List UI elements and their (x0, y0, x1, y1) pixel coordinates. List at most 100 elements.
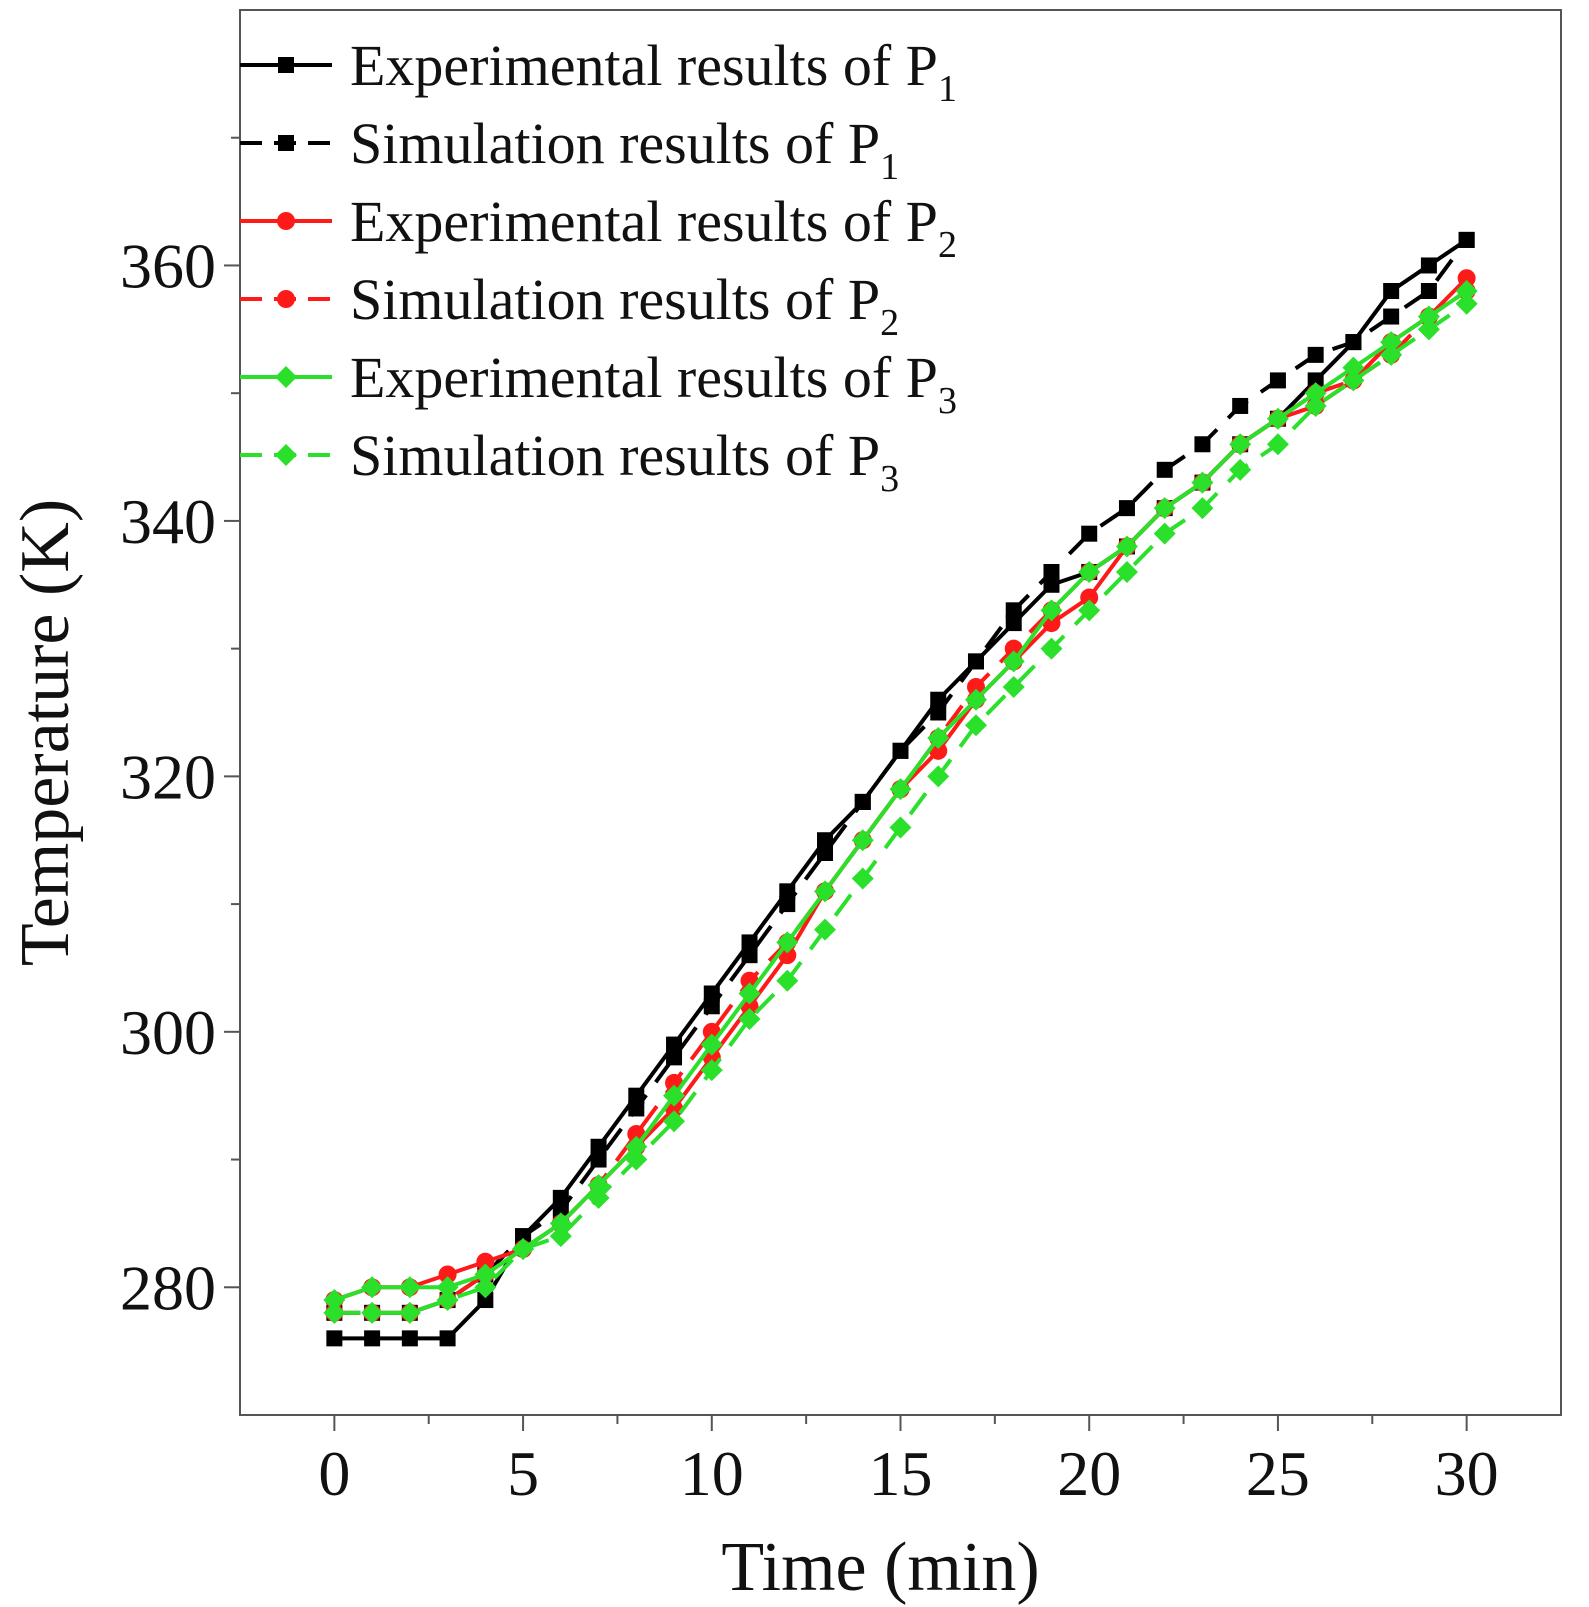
data-point (851, 867, 874, 890)
legend-item: Experimental results of P1 (240, 33, 957, 110)
x-tick-label: 0 (318, 1438, 350, 1509)
y-axis-title: Temperature (K) (7, 499, 84, 966)
data-point (927, 727, 950, 750)
data-point (817, 845, 834, 861)
x-tick-label: 30 (1435, 1438, 1499, 1509)
data-point (439, 1330, 456, 1347)
data-point (663, 1110, 686, 1133)
data-point (552, 1202, 569, 1219)
data-point (1002, 650, 1025, 673)
data-point (1269, 372, 1286, 389)
data-point (854, 793, 871, 810)
data-point (776, 931, 799, 954)
data-point (1455, 292, 1478, 315)
y-tick-label: 300 (120, 997, 216, 1068)
legend-label-main: Simulation results of P (350, 267, 880, 332)
data-point (1266, 407, 1289, 430)
data-point (1040, 599, 1063, 622)
data-point (1304, 394, 1327, 417)
legend-label-subscript: 3 (938, 380, 957, 422)
data-point (1383, 308, 1400, 325)
data-point (474, 1276, 497, 1299)
data-point (587, 1186, 610, 1209)
data-point (1043, 564, 1060, 580)
legend-marker (277, 290, 295, 308)
data-point (1342, 369, 1365, 392)
data-point (323, 1301, 346, 1324)
data-point (1342, 356, 1365, 379)
series-5 (323, 280, 1478, 1312)
data-point (474, 1263, 497, 1286)
data-point (967, 653, 984, 670)
data-point (625, 1135, 648, 1158)
data-point (326, 1330, 343, 1347)
legend-marker (278, 135, 294, 151)
data-point (814, 918, 837, 941)
data-point (1307, 346, 1324, 363)
legend-item: Simulation results of P3 (240, 423, 899, 500)
data-point (700, 1059, 723, 1082)
data-point (1457, 269, 1476, 288)
data-point (814, 880, 837, 903)
legend-label-main: Experimental results of P (350, 345, 938, 410)
data-point (477, 1292, 494, 1309)
data-point (738, 1008, 761, 1031)
data-point (1191, 497, 1214, 520)
legend-marker (275, 366, 297, 388)
data-point (1043, 576, 1060, 593)
data-series (323, 231, 1478, 1347)
legend-label: Simulation results of P1 (350, 111, 899, 188)
legend-label-main: Simulation results of P (350, 111, 880, 176)
data-point (663, 1084, 686, 1107)
data-point (1002, 675, 1025, 698)
axes: 0 5 10 15 20 25 30 280 300 320 340 360 Time (min) Tem… (7, 9, 1562, 1606)
data-point (1040, 637, 1063, 660)
x-tick-label: 25 (1246, 1438, 1310, 1509)
data-point (512, 1237, 535, 1260)
data-point (889, 816, 912, 839)
data-point (1417, 318, 1440, 341)
data-point (666, 1049, 683, 1066)
legend-label-main: Simulation results of P (350, 423, 880, 488)
data-point (1455, 280, 1478, 302)
data-point (323, 1289, 346, 1312)
y-tick-label: 340 (120, 486, 216, 557)
x-tick-label: 20 (1057, 1438, 1121, 1509)
data-point (1081, 525, 1098, 542)
legend-item: Experimental results of P2 (240, 189, 957, 266)
data-point (1420, 257, 1437, 274)
data-point (1420, 283, 1437, 299)
data-point (1005, 602, 1022, 619)
data-point (628, 1100, 645, 1117)
legend-label-subscript: 1 (938, 68, 957, 110)
data-point (666, 1036, 683, 1053)
legend-label-subscript: 1 (880, 146, 899, 188)
data-point (590, 1151, 607, 1168)
data-point (1194, 436, 1211, 453)
legend-item: Simulation results of P2 (240, 267, 899, 344)
series-6 (323, 292, 1478, 1324)
data-point (436, 1276, 459, 1299)
data-point (966, 677, 985, 696)
data-point (779, 896, 796, 913)
data-point (549, 1225, 572, 1248)
x-tick-label: 5 (507, 1438, 539, 1509)
data-point (401, 1330, 418, 1347)
data-point (515, 1228, 532, 1245)
x-axis-title: Time (min) (721, 1529, 1039, 1606)
data-point (1417, 305, 1440, 328)
legend-marker (277, 212, 295, 230)
data-point (1232, 397, 1249, 414)
data-point (1304, 382, 1327, 405)
data-point (703, 998, 720, 1015)
data-point (1115, 535, 1138, 558)
data-point (1115, 561, 1138, 583)
data-point (361, 1276, 384, 1299)
data-point (964, 688, 987, 711)
data-point (1383, 283, 1400, 299)
data-point (964, 714, 987, 737)
legend-label: Experimental results of P1 (350, 33, 957, 110)
legend-item: Simulation results of P1 (240, 111, 899, 188)
